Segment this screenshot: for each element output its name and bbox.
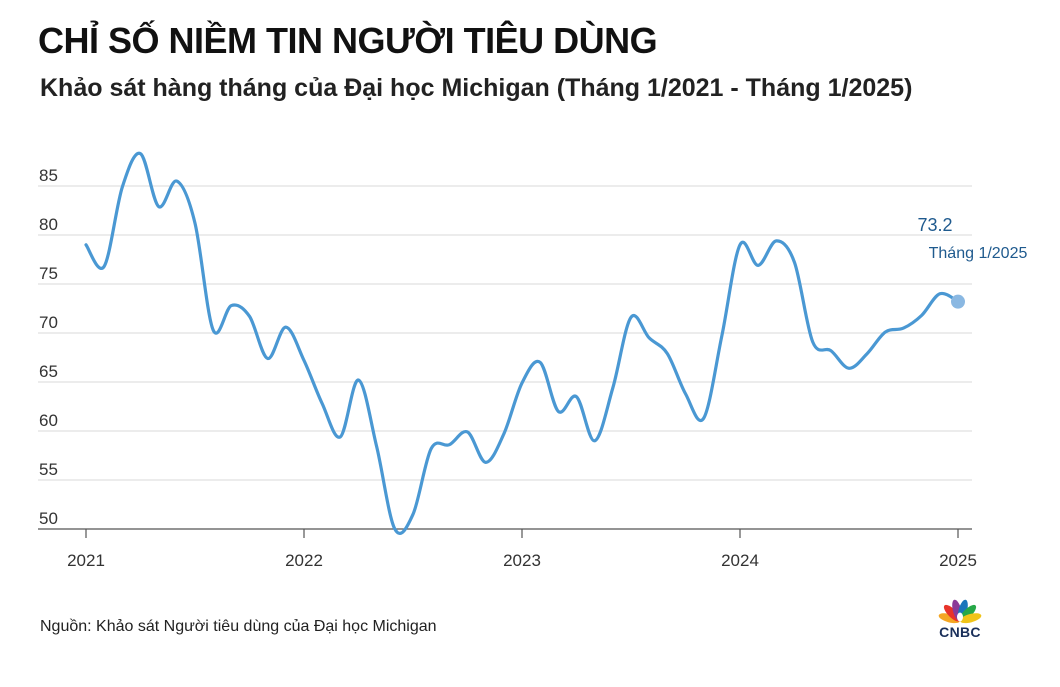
cnbc-logo: CNBC — [930, 597, 990, 642]
y-tick-label: 55 — [39, 460, 58, 479]
y-tick-label: 80 — [39, 215, 58, 234]
y-tick-label: 75 — [39, 264, 58, 283]
series-line — [84, 151, 960, 535]
y-tick-label: 65 — [39, 362, 58, 381]
y-tick-label: 60 — [39, 411, 58, 430]
x-axis-ticks: 2021 2022 2023 2024 2025 — [67, 529, 977, 570]
y-axis-ticks: 50 55 60 65 70 75 80 85 — [39, 166, 58, 528]
y-tick-label: 85 — [39, 166, 58, 185]
x-tick-label: 2021 — [67, 551, 105, 570]
annotation-value: 73.2 — [917, 215, 952, 235]
chart-subtitle: Khảo sát hàng tháng của Đại học Michigan… — [40, 74, 913, 102]
x-tick-label: 2024 — [721, 551, 759, 570]
line-chart: 50 55 60 65 70 75 80 85 2021 2022 2023 2024 2025 73… — [38, 151, 1028, 570]
y-tick-label: 70 — [39, 313, 58, 332]
chart-title: CHỈ SỐ NIỀM TIN NGƯỜI TIÊU DÙNG — [38, 20, 658, 61]
grid-lines — [38, 185, 972, 481]
peacock-icon — [938, 599, 982, 624]
annotation-date: Tháng 1/2025 — [929, 245, 1028, 262]
source-note: Nguồn: Khảo sát Người tiêu dùng của Đại … — [40, 618, 437, 635]
end-point-marker — [951, 294, 965, 309]
cnbc-logo-text: CNBC — [939, 624, 981, 640]
x-tick-label: 2023 — [503, 551, 541, 570]
x-tick-label: 2025 — [939, 551, 977, 570]
x-tick-label: 2022 — [285, 551, 323, 570]
y-tick-label: 50 — [39, 509, 58, 528]
